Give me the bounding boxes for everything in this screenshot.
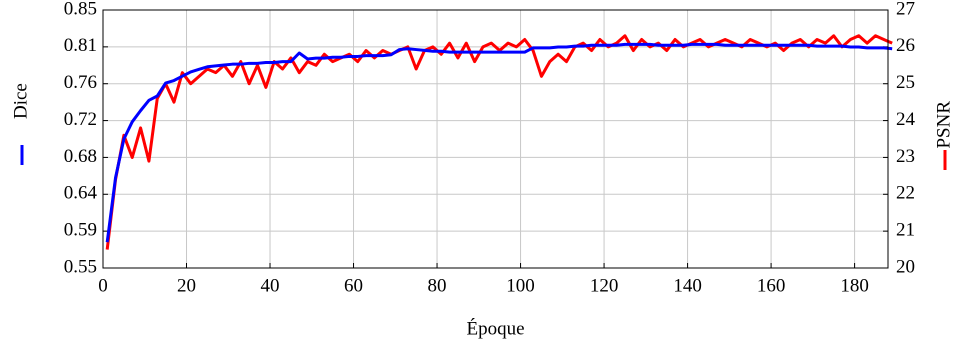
legend-left: Dice <box>10 83 31 119</box>
y-tick-label: 0.55 <box>64 256 97 277</box>
x-tick-label: 0 <box>98 275 108 296</box>
x-tick-label: 120 <box>590 275 619 296</box>
y2-tick-label: 23 <box>896 146 915 167</box>
x-tick-label: 100 <box>506 275 535 296</box>
y-tick-label: 0.81 <box>64 35 97 56</box>
x-tick-label: 40 <box>261 275 280 296</box>
y-tick-label: 0.59 <box>64 220 97 241</box>
x-tick-label: 60 <box>344 275 363 296</box>
x-tick-label: 80 <box>428 275 447 296</box>
y2-tick-label: 26 <box>896 35 915 56</box>
legend-right: PSNR <box>933 101 954 149</box>
data-line <box>105 34 893 250</box>
y2-tick-label: 24 <box>896 109 916 130</box>
x-tick-label: 140 <box>673 275 702 296</box>
legend-label: Dice <box>10 83 31 119</box>
y2-tick-label: 20 <box>896 256 915 277</box>
y2-tick-label: 21 <box>896 220 915 241</box>
y-tick-label: 0.72 <box>64 109 97 130</box>
y-tick-label: 0.76 <box>64 72 97 93</box>
y2-tick-label: 27 <box>896 0 915 19</box>
x-tick-label: 180 <box>840 275 869 296</box>
data-line <box>105 42 893 243</box>
y-tick-label: 0.85 <box>64 0 97 19</box>
x-tick-label: 160 <box>757 275 786 296</box>
x-axis-label: Époque <box>466 317 524 339</box>
y2-tick-label: 22 <box>896 183 915 204</box>
plot-frame <box>102 9 889 269</box>
legend-label: PSNR <box>933 101 954 149</box>
x-tick-label: 20 <box>177 275 196 296</box>
y2-tick-label: 25 <box>896 72 915 93</box>
y-tick-label: 0.68 <box>64 146 97 167</box>
y-tick-label: 0.64 <box>64 183 98 204</box>
